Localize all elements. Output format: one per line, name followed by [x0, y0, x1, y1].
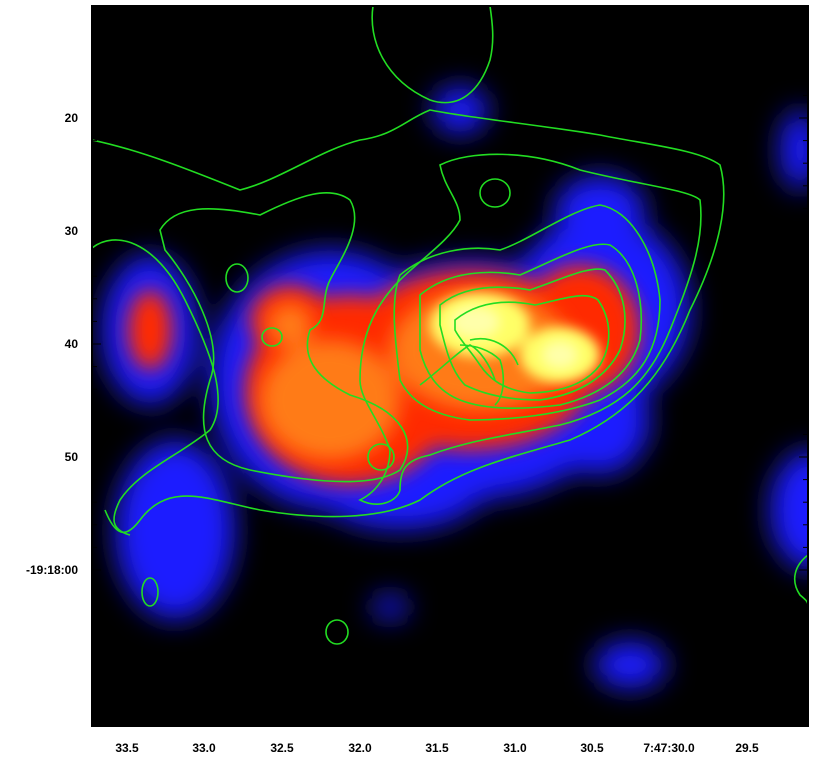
- emission-map: [102, 86, 808, 689]
- contour-loop-top: [479, 178, 511, 208]
- y-tick-label: -19:18:00: [26, 563, 78, 577]
- y-tick-label: 50: [65, 450, 79, 464]
- contour-third: [358, 153, 702, 505]
- x-tick-label: 31.0: [503, 741, 527, 755]
- contour-fourth: [393, 204, 661, 421]
- contour-loop-small: [261, 327, 283, 347]
- contour-loop-left: [225, 263, 249, 293]
- y-tick-label: 20: [65, 111, 79, 125]
- x-tick-label: 33.0: [192, 741, 216, 755]
- contour-top: [371, 6, 494, 104]
- contour-fifth: [419, 243, 643, 410]
- x-tick-label: 32.0: [348, 741, 372, 755]
- x-tick-label: 33.5: [115, 741, 139, 755]
- contour-loop-bottom: [325, 619, 349, 645]
- contour-second: [159, 192, 409, 483]
- contour-loop-lower: [367, 443, 395, 471]
- contour-loop-bottom-left: [141, 577, 159, 607]
- contour-lines: [92, 6, 808, 645]
- contour-sixth: [439, 268, 626, 401]
- contour-outer: [92, 109, 725, 534]
- x-tick-label: 7:47:30.0: [643, 741, 695, 755]
- y-tick-label: 30: [65, 224, 79, 238]
- x-tick-label: 30.5: [580, 741, 604, 755]
- plot-frame: [91, 5, 809, 727]
- contour-inner-spiral: [419, 338, 519, 406]
- y-axis-labels: 20 30 40 50 -19:18:00: [26, 111, 78, 577]
- contour-outer-left: [92, 239, 219, 536]
- contour-seventh: [454, 294, 610, 394]
- x-tick-label: 29.5: [735, 741, 759, 755]
- x-axis-labels: 33.5 33.0 32.5 32.0 31.5 31.0 30.5 7:47:…: [115, 741, 759, 755]
- x-tick-label: 32.5: [270, 741, 294, 755]
- axis-ticks: [92, 6, 808, 726]
- y-tick-label: 40: [65, 337, 79, 351]
- x-tick-label: 31.5: [425, 741, 449, 755]
